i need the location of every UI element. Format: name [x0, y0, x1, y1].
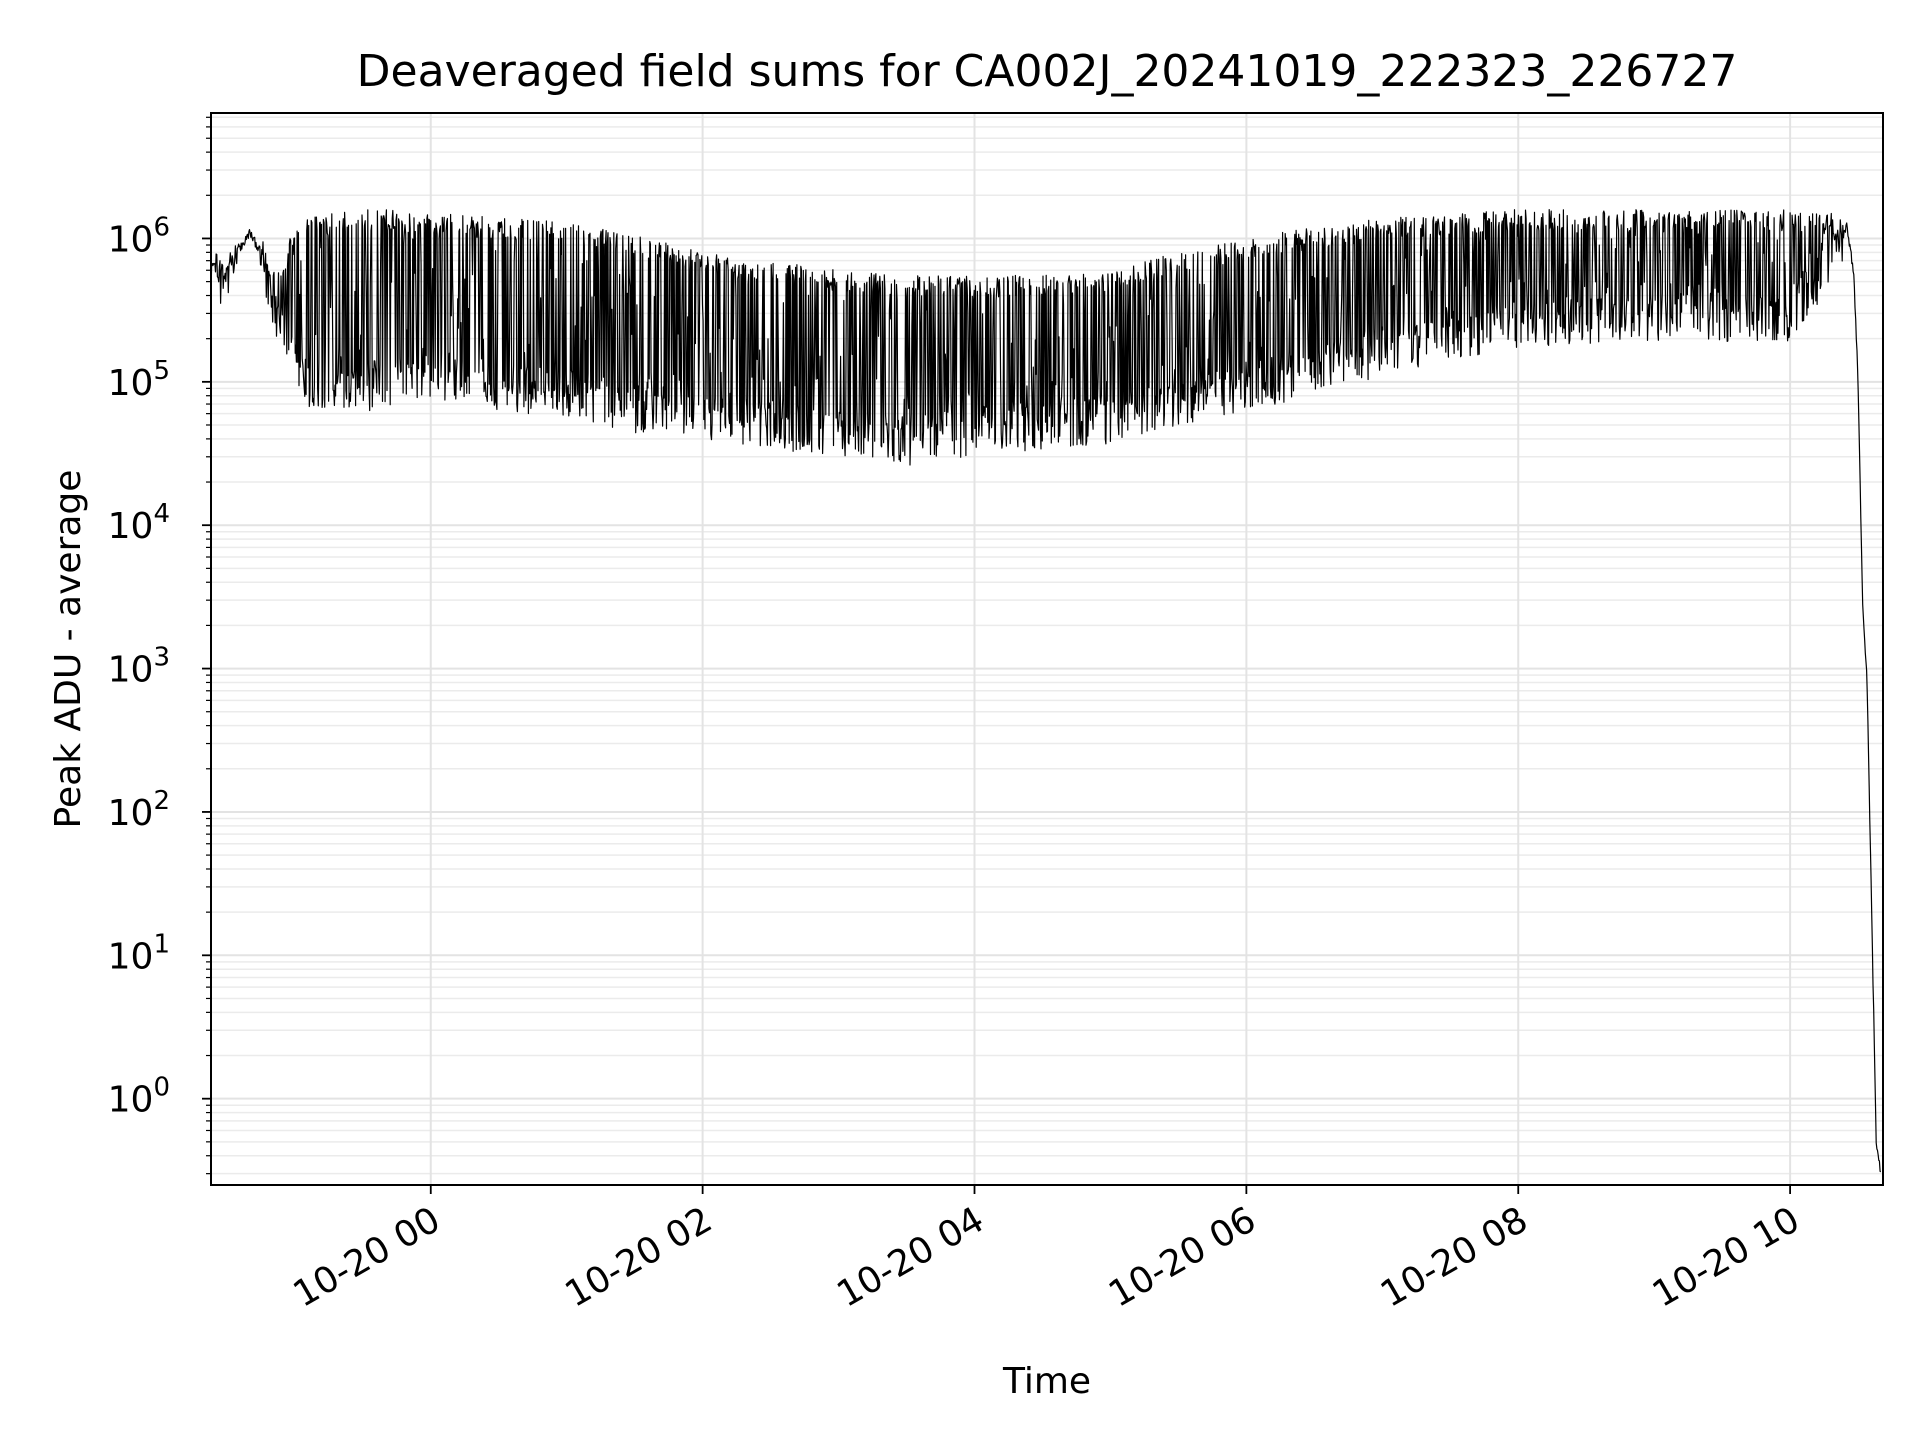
y-tick-label: 103 — [108, 643, 170, 691]
y-tick-label: 102 — [108, 786, 170, 834]
y-axis-label: Peak ADU - average — [48, 470, 89, 829]
y-tick-base: 10 — [108, 650, 154, 691]
y-tick-exponent: 1 — [153, 929, 170, 959]
y-tick-base: 10 — [108, 936, 154, 977]
y-tick-exponent: 3 — [153, 643, 170, 673]
y-tick-base: 10 — [108, 1080, 154, 1121]
y-tick-exponent: 6 — [153, 212, 170, 242]
y-tick-base: 10 — [108, 793, 154, 834]
plot-frame — [210, 112, 1884, 1186]
y-tick-label: 101 — [108, 929, 170, 977]
x-axis-label: Time — [1002, 1361, 1091, 1402]
y-tick-base: 10 — [108, 219, 154, 260]
y-tick-exponent: 5 — [153, 356, 170, 386]
y-tick-exponent: 2 — [153, 786, 170, 816]
y-tick-base: 10 — [108, 363, 154, 404]
y-tick-base: 10 — [108, 506, 154, 547]
y-tick-label: 105 — [108, 356, 170, 404]
y-tick-label: 104 — [108, 499, 170, 547]
y-tick-exponent: 0 — [153, 1073, 170, 1103]
data-series — [210, 209, 1882, 1173]
chart-title: Deaveraged field sums for CA002J_2024101… — [357, 46, 1738, 97]
y-tick-label: 106 — [108, 212, 170, 260]
y-tick-label: 100 — [108, 1073, 170, 1121]
y-tick-exponent: 4 — [153, 499, 170, 529]
axis-ticks — [202, 116, 1792, 1194]
grid-lines — [211, 113, 1883, 1185]
series-line — [210, 209, 1882, 1173]
